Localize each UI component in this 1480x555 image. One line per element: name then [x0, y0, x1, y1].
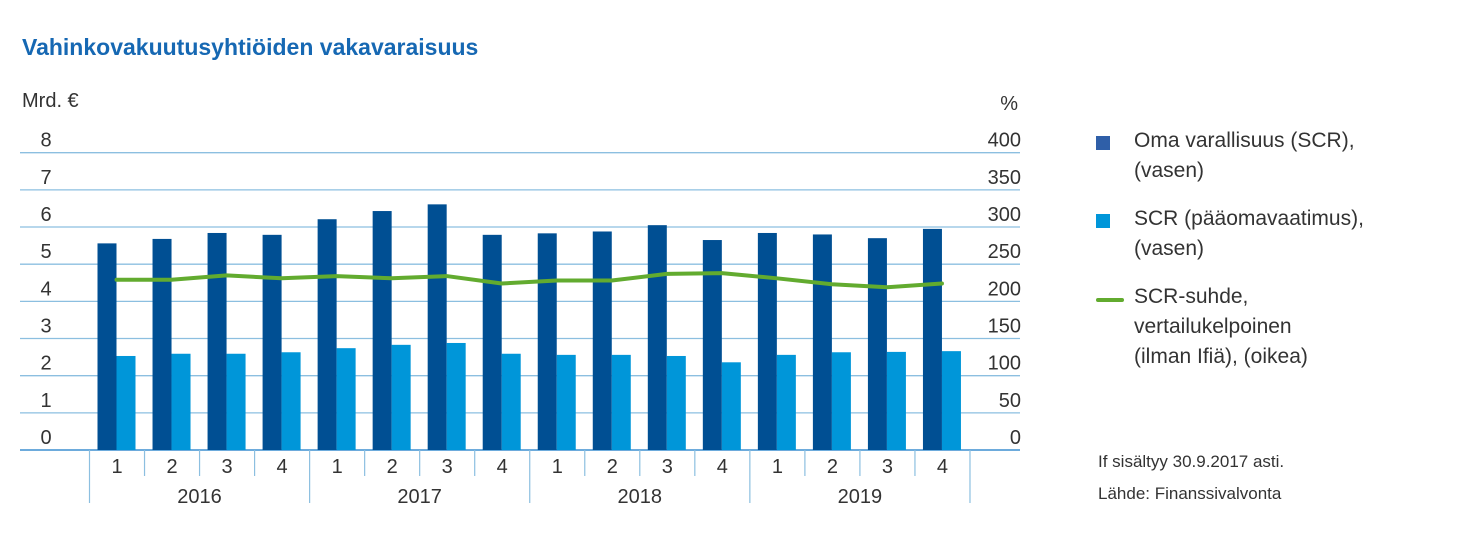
note-if: If sisältyy 30.9.2017 asti. — [1098, 452, 1285, 471]
x-tick-label: 4 — [497, 456, 508, 478]
x-year-label: 2017 — [397, 486, 442, 508]
y-left-axis-label: Mrd. € — [22, 90, 79, 112]
bar-own-funds — [702, 240, 722, 450]
legend-item-own-funds: Oma varallisuus (SCR), (vasen) — [1096, 126, 1364, 186]
x-tick-label: 4 — [937, 456, 948, 478]
legend-label: Oma varallisuus (SCR), — [1134, 129, 1355, 152]
x-tick-label: 3 — [882, 456, 893, 478]
y-right-tick-label: 50 — [999, 390, 1021, 412]
x-year-label: 2019 — [838, 486, 883, 508]
bar-own-funds — [372, 211, 392, 450]
bar-scr — [831, 352, 851, 450]
bar-scr — [226, 353, 246, 450]
y-right-tick-label: 350 — [988, 167, 1021, 189]
bar-scr — [171, 353, 191, 450]
legend-item-scr-ratio: SCR-suhde, vertailukelpoinen (ilman Ifiä… — [1096, 282, 1364, 372]
y-left-tick-label: 3 — [40, 316, 51, 338]
y-left-tick-label: 0 — [40, 427, 51, 449]
y-left-tick-label: 6 — [40, 204, 51, 226]
legend-swatch-own-funds — [1096, 136, 1110, 150]
bar-own-funds — [537, 233, 557, 450]
x-tick-label: 3 — [222, 456, 233, 478]
bar-own-funds — [427, 204, 447, 450]
legend-swatch-scr — [1096, 214, 1110, 228]
x-tick-label: 1 — [552, 456, 563, 478]
line-scr-ratio — [114, 271, 944, 290]
bar-scr — [281, 352, 301, 450]
bar-own-funds — [757, 232, 777, 450]
legend-label: SCR-suhde, — [1134, 285, 1249, 308]
bar-own-funds — [592, 231, 612, 450]
x-tick-label: 3 — [662, 456, 673, 478]
y-right-tick-label: 150 — [988, 316, 1021, 338]
x-tick-label: 3 — [442, 456, 453, 478]
y-left-tick-label: 1 — [40, 390, 51, 412]
bar-scr — [721, 362, 741, 450]
y-left-tick-label: 8 — [40, 130, 51, 152]
legend-label: (ilman Ifiä), (oikea) — [1134, 345, 1308, 368]
legend: Oma varallisuus (SCR), (vasen) SCR (pääo… — [1096, 126, 1364, 390]
x-tick-label: 2 — [166, 456, 177, 478]
y-left-tick-label: 2 — [40, 353, 51, 375]
legend-swatch-scr-ratio — [1096, 298, 1124, 302]
x-tick-label: 1 — [332, 456, 343, 478]
bar-scr — [501, 353, 521, 450]
y-right-tick-label: 300 — [988, 204, 1021, 226]
bar-scr — [116, 355, 136, 450]
bar-own-funds — [922, 228, 942, 450]
x-tick-label: 4 — [277, 456, 288, 478]
x-tick-label: 4 — [717, 456, 728, 478]
bar-scr — [336, 348, 356, 450]
note-source: Lähde: Finanssivalvonta — [1098, 484, 1282, 503]
y-left-tick-label: 7 — [40, 167, 51, 189]
y-right-axis-label: % — [1000, 93, 1018, 115]
x-year-label: 2016 — [177, 486, 222, 508]
legend-label: (vasen) — [1134, 159, 1205, 182]
x-tick-label: 2 — [387, 456, 398, 478]
bar-scr — [556, 354, 576, 450]
bar-own-funds — [207, 232, 227, 450]
bar-own-funds — [262, 234, 282, 450]
x-tick-label: 2 — [607, 456, 618, 478]
bar-own-funds — [482, 234, 502, 450]
bar-own-funds — [647, 225, 667, 450]
y-right-tick-label: 100 — [988, 353, 1021, 375]
bar-scr — [886, 351, 906, 450]
x-tick-label: 2 — [827, 456, 838, 478]
chart: 0 1 2 3 4 5 6 7 8 0 50 100 150 200 250 300 350 400 Mrd. €%… — [20, 90, 1021, 508]
bar-scr — [446, 342, 466, 450]
bar-own-funds — [812, 234, 832, 450]
chart-title: Vahinkovakuutusyhtiöiden vakavaraisuus — [22, 34, 479, 60]
y-left-tick-label: 5 — [40, 241, 51, 263]
y-right-tick-label: 400 — [988, 130, 1021, 152]
bar-own-funds — [97, 243, 117, 450]
x-year-label: 2018 — [618, 486, 663, 508]
bar-scr — [391, 344, 411, 450]
legend-label: vertailukelpoinen — [1134, 315, 1292, 338]
y-right-tick-label: 250 — [988, 241, 1021, 263]
y-right-tick-label: 200 — [988, 278, 1021, 300]
x-tick-label: 1 — [772, 456, 783, 478]
bar-scr — [776, 354, 796, 450]
bar-scr — [611, 354, 631, 450]
bar-own-funds — [867, 238, 887, 450]
legend-label: SCR (pääomavaatimus), — [1134, 207, 1364, 230]
legend-label: (vasen) — [1134, 237, 1205, 260]
bar-own-funds — [152, 238, 172, 450]
x-tick-label: 1 — [111, 456, 122, 478]
bar-own-funds — [317, 219, 337, 450]
bar-scr — [666, 355, 686, 450]
legend-item-scr: SCR (pääomavaatimus), (vasen) — [1096, 204, 1364, 264]
y-left-tick-label: 4 — [40, 278, 51, 300]
y-right-tick-label: 0 — [1010, 427, 1021, 449]
bar-scr — [941, 351, 961, 450]
